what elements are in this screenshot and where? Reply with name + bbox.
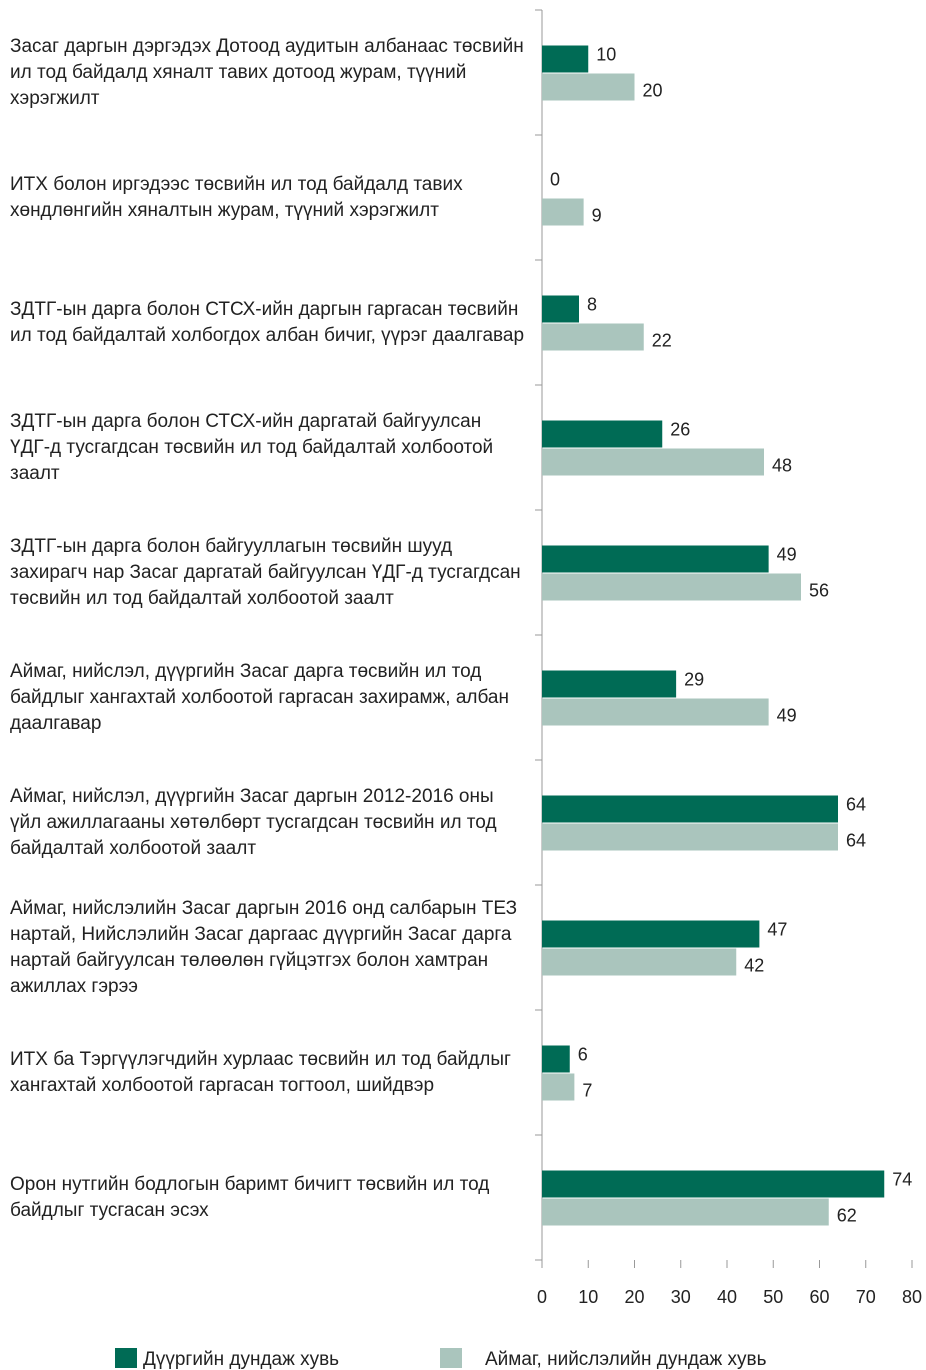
- legend-swatch: [115, 1348, 137, 1368]
- value-label: 8: [587, 294, 597, 314]
- bar: [542, 198, 584, 226]
- bar: [542, 1045, 570, 1073]
- value-label: 48: [772, 455, 792, 475]
- x-tick-label: 50: [763, 1287, 783, 1307]
- value-label: 20: [643, 80, 663, 100]
- value-label: 26: [670, 419, 690, 439]
- value-label: 56: [809, 580, 829, 600]
- legend-label: Аймаг, нийслэлийн дундаж хувь: [485, 1349, 767, 1370]
- category-label: Аймаг, нийслэл, дүүргийн Засаг даргын 20…: [10, 785, 497, 859]
- category-label: Орон нутгийн бодлогын баримт бичигт төсв…: [10, 1173, 490, 1221]
- x-tick-label: 10: [578, 1287, 598, 1307]
- bar: [542, 920, 760, 948]
- value-label: 22: [652, 330, 672, 350]
- value-label: 64: [846, 794, 866, 814]
- value-label: 74: [892, 1169, 912, 1189]
- bar: [542, 823, 838, 851]
- value-label: 62: [837, 1205, 857, 1225]
- category-label: ЗДТГ-ын дарга болон СТСХ-ийн даргатай ба…: [10, 410, 494, 484]
- category-label: ЗДТГ-ын дарга болон байгууллагын төсвийн…: [10, 535, 521, 609]
- bar: [542, 545, 769, 573]
- bar: [542, 448, 764, 476]
- value-label: 29: [684, 669, 704, 689]
- x-tick-label: 30: [671, 1287, 691, 1307]
- bar: [542, 573, 801, 601]
- value-label: 47: [767, 919, 787, 939]
- value-label: 6: [578, 1044, 588, 1064]
- value-label: 10: [596, 44, 616, 64]
- bar: [542, 323, 644, 351]
- legend-swatch: [440, 1348, 462, 1368]
- x-tick-label: 70: [856, 1287, 876, 1307]
- x-tick-label: 80: [902, 1287, 922, 1307]
- bar: [542, 948, 737, 976]
- value-label: 7: [582, 1080, 592, 1100]
- x-tick-label: 60: [809, 1287, 829, 1307]
- category-label: Засаг даргын дэргэдэх Дотоод аудитын алб…: [10, 35, 524, 109]
- x-tick-label: 0: [537, 1287, 547, 1307]
- value-label: 49: [777, 544, 797, 564]
- x-tick-label: 20: [624, 1287, 644, 1307]
- value-label: 9: [592, 205, 602, 225]
- category-label: ЗДТГ-ын дарга болон СТСХ-ийн даргын гарг…: [10, 298, 525, 346]
- bar: [542, 1073, 575, 1101]
- category-label: ИТХ ба Тэргүүлэгчдийн хурлаас төсвийн ил…: [10, 1048, 511, 1096]
- value-label: 64: [846, 830, 866, 850]
- bar: [542, 1170, 885, 1198]
- bar: [542, 420, 663, 448]
- category-label: Аймаг, нийслэлийн Засаг даргын 2016 онд …: [10, 897, 518, 997]
- bar: [542, 795, 838, 823]
- bar: [542, 698, 769, 726]
- bar: [542, 1198, 829, 1226]
- category-label: Аймаг, нийслэл, дүүргийн Засаг дарга төс…: [10, 660, 509, 734]
- bar: [542, 45, 589, 73]
- bar: [542, 73, 635, 101]
- bar: [542, 670, 677, 698]
- bar: [542, 295, 579, 323]
- value-label: 42: [744, 955, 764, 975]
- legend-label: Дүүргийн дундаж хувь: [143, 1349, 339, 1370]
- category-label: ИТХ болон иргэдээс төсвийн ил тод байдал…: [10, 173, 463, 221]
- x-tick-label: 40: [717, 1287, 737, 1307]
- value-label: 0: [550, 169, 560, 189]
- value-label: 49: [777, 705, 797, 725]
